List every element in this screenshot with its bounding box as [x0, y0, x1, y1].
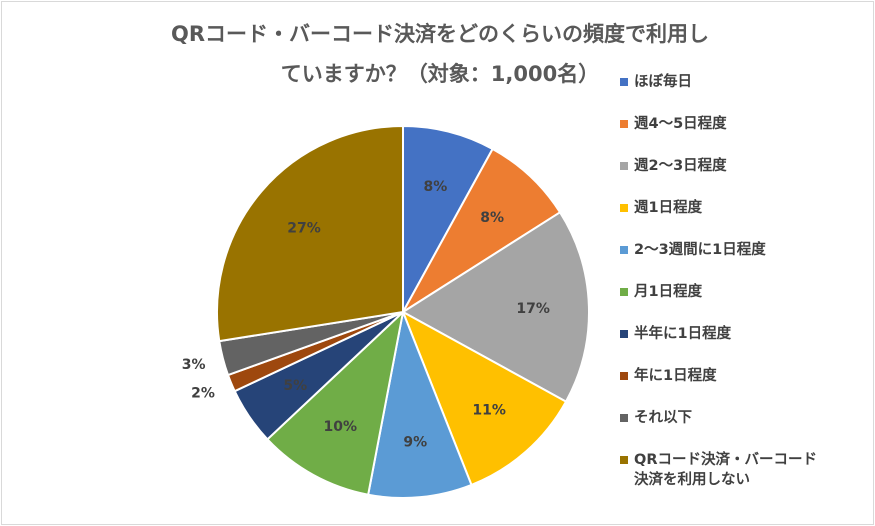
legend-label: QRコード決済・バーコード 決済を利用しない	[634, 452, 817, 488]
legend-item: それ以下	[620, 408, 870, 450]
legend-swatch	[620, 204, 628, 212]
slice-data-label: 8%	[423, 179, 447, 195]
chart-title-line-1: QRコード・バーコード決済をどのくらいの頻度で利用し	[170, 22, 710, 46]
legend-item: 週2〜3日程度	[620, 156, 870, 198]
legend-item: 2〜3週間に1日程度	[620, 240, 870, 282]
legend-swatch	[620, 162, 628, 170]
legend-item: QRコード決済・バーコード 決済を利用しない	[620, 450, 870, 506]
legend-swatch	[620, 288, 628, 296]
slice-data-label: 8%	[480, 210, 504, 226]
slice-data-label: 10%	[324, 419, 358, 435]
chart-title-line-2: ていますか？（対象：1,000名）	[280, 62, 600, 86]
legend-swatch	[620, 456, 628, 464]
legend-swatch	[620, 246, 628, 254]
legend-label: 週1日程度	[634, 200, 703, 216]
pie-slice	[401, 210, 590, 403]
legend-swatch	[620, 414, 628, 422]
legend-label: それ以下	[634, 410, 692, 426]
legend-item: 週4〜5日程度	[620, 114, 870, 156]
pie-slice	[216, 124, 404, 343]
legend-swatch	[620, 372, 628, 380]
slice-data-label: 27%	[287, 220, 321, 236]
pie-slice	[402, 124, 494, 313]
chart-title: QRコード・バーコード決済をどのくらいの頻度で利用し ていますか？（対象：1,0…	[95, 14, 785, 94]
legend-item: 週1日程度	[620, 198, 870, 240]
slice-data-label: 5%	[283, 378, 307, 394]
pie-slice	[402, 147, 562, 313]
legend-item: 年に1日程度	[620, 366, 870, 408]
legend-label: 月1日程度	[634, 284, 703, 300]
slice-data-label: 2%	[191, 385, 215, 401]
legend-label: 週2〜3日程度	[634, 158, 727, 174]
slice-data-label: 17%	[516, 301, 550, 317]
legend-item: 月1日程度	[620, 282, 870, 324]
pie-slice	[265, 309, 405, 496]
pie-slice	[401, 309, 568, 487]
legend-item: ほぼ毎日	[620, 72, 870, 114]
pie-slice	[366, 308, 473, 499]
legend-item: 半年に1日程度	[620, 324, 870, 366]
legend-label: 2〜3週間に1日程度	[634, 242, 766, 258]
legend-label: 週4〜5日程度	[634, 116, 727, 132]
legend-swatch	[620, 78, 628, 86]
legend-label: 年に1日程度	[634, 368, 717, 384]
legend: ほぼ毎日週4〜5日程度 週2〜3日程度 週1日程度 2〜3週間に1日程度 月1日程度半年…	[620, 72, 870, 506]
legend-label: 半年に1日程度	[634, 326, 732, 342]
slice-data-label: 9%	[403, 435, 427, 451]
slice-data-label: 3%	[182, 357, 206, 373]
legend-swatch	[620, 330, 628, 338]
legend-swatch	[620, 120, 628, 128]
legend-label: ほぼ毎日	[634, 74, 692, 90]
slice-data-label: 11%	[472, 403, 506, 419]
